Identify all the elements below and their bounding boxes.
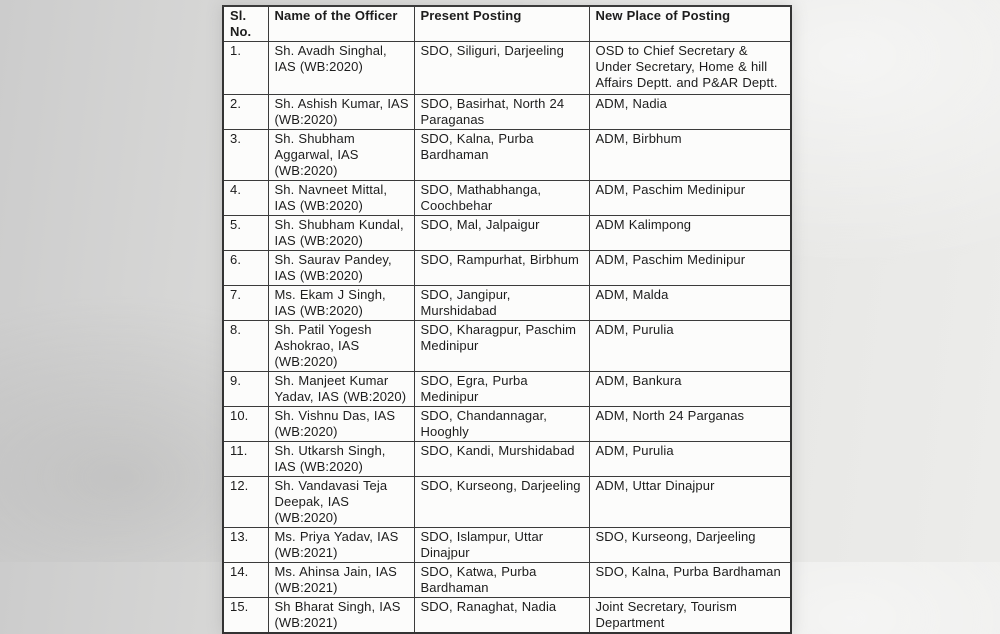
- cell-officer-name: Sh. Navneet Mittal, IAS (WB:2020): [267, 180, 415, 216]
- cell-officer-name: Sh Bharat Singh, IAS (WB:2021): [267, 597, 415, 634]
- cell-present-posting: SDO, Rampurhat, Birbhum: [413, 250, 590, 286]
- cell-serial-number: 9.: [222, 371, 269, 407]
- cell-new-place-of-posting: SDO, Kurseong, Darjeeling: [588, 527, 792, 563]
- cell-serial-number: 14.: [222, 562, 269, 598]
- cell-officer-name: Sh. Manjeet Kumar Yadav, IAS (WB:2020): [267, 371, 415, 407]
- cell-serial-number: 1.: [222, 41, 269, 95]
- table-body: 1. Sh. Avadh Singhal, IAS (WB:2020) SDO, S…: [222, 41, 792, 634]
- table-row: 7. Ms. Ekam J Singh, IAS (WB:2020) SDO, Ja…: [222, 285, 792, 321]
- scanned-table-region: Sl. No. Name of the Officer Present Postin…: [222, 5, 792, 634]
- cell-serial-number: 6.: [222, 250, 269, 286]
- cell-present-posting: SDO, Kurseong, Darjeeling: [413, 476, 590, 528]
- cell-new-place-of-posting: ADM, Purulia: [588, 320, 792, 372]
- cell-present-posting: SDO, Kandi, Murshidabad: [413, 441, 590, 477]
- cell-present-posting: SDO, Egra, Purba Medinipur: [413, 371, 590, 407]
- table-row: 13. Ms. Priya Yadav, IAS (WB:2021) SDO, Is…: [222, 527, 792, 563]
- cell-officer-name: Sh. Saurav Pandey, IAS (WB:2020): [267, 250, 415, 286]
- table-row: 5. Sh. Shubham Kundal, IAS (WB:2020) SDO, …: [222, 215, 792, 251]
- column-header: Sl. No.: [222, 5, 269, 42]
- table-header: Sl. No. Name of the Officer Present Postin…: [222, 5, 792, 42]
- cell-present-posting: SDO, Kharagpur, Paschim Medinipur: [413, 320, 590, 372]
- table-row: 3. Sh. Shubham Aggarwal, IAS (WB:2020) SDO…: [222, 129, 792, 181]
- cell-new-place-of-posting: ADM, Birbhum: [588, 129, 792, 181]
- cell-present-posting: SDO, Katwa, Purba Bardhaman: [413, 562, 590, 598]
- table-row: 6. Sh. Saurav Pandey, IAS (WB:2020) SDO, R…: [222, 250, 792, 286]
- cell-new-place-of-posting: ADM, Paschim Medinipur: [588, 180, 792, 216]
- header-row: Sl. No. Name of the Officer Present Postin…: [222, 5, 792, 42]
- cell-serial-number: 11.: [222, 441, 269, 477]
- cell-present-posting: SDO, Chandannagar, Hooghly: [413, 406, 590, 442]
- cell-new-place-of-posting: SDO, Kalna, Purba Bardhaman: [588, 562, 792, 598]
- cell-present-posting: SDO, Ranaghat, Nadia: [413, 597, 590, 634]
- cell-officer-name: Sh. Patil Yogesh Ashokrao, IAS (WB:2020): [267, 320, 415, 372]
- cell-officer-name: Ms. Priya Yadav, IAS (WB:2021): [267, 527, 415, 563]
- cell-new-place-of-posting: ADM, Uttar Dinajpur: [588, 476, 792, 528]
- cell-serial-number: 5.: [222, 215, 269, 251]
- cell-new-place-of-posting: Joint Secretary, Tourism Department: [588, 597, 792, 634]
- cell-new-place-of-posting: ADM, Nadia: [588, 94, 792, 130]
- cell-officer-name: Sh. Utkarsh Singh, IAS (WB:2020): [267, 441, 415, 477]
- cell-new-place-of-posting: ADM, Bankura: [588, 371, 792, 407]
- postings-table: Sl. No. Name of the Officer Present Postin…: [222, 5, 792, 634]
- table-row: 9. Sh. Manjeet Kumar Yadav, IAS (WB:2020)…: [222, 371, 792, 407]
- cell-serial-number: 15.: [222, 597, 269, 634]
- cell-new-place-of-posting: ADM, Malda: [588, 285, 792, 321]
- table-row: 15. Sh Bharat Singh, IAS (WB:2021) SDO, Ra…: [222, 597, 792, 634]
- table-row: 14. Ms. Ahinsa Jain, IAS (WB:2021) SDO, Ka…: [222, 562, 792, 598]
- cell-serial-number: 10.: [222, 406, 269, 442]
- cell-present-posting: SDO, Siliguri, Darjeeling: [413, 41, 590, 95]
- cell-serial-number: 13.: [222, 527, 269, 563]
- cell-officer-name: Sh. Shubham Aggarwal, IAS (WB:2020): [267, 129, 415, 181]
- cell-present-posting: SDO, Mathabhanga, Coochbehar: [413, 180, 590, 216]
- cell-serial-number: 8.: [222, 320, 269, 372]
- table-row: 10. Sh. Vishnu Das, IAS (WB:2020) SDO, Cha…: [222, 406, 792, 442]
- cell-new-place-of-posting: OSD to Chief Secretary & Under Secretary…: [588, 41, 792, 95]
- cell-present-posting: SDO, Jangipur, Murshidabad: [413, 285, 590, 321]
- cell-serial-number: 2.: [222, 94, 269, 130]
- cell-new-place-of-posting: ADM Kalimpong: [588, 215, 792, 251]
- cell-new-place-of-posting: ADM, Purulia: [588, 441, 792, 477]
- cell-present-posting: SDO, Kalna, Purba Bardhaman: [413, 129, 590, 181]
- column-header: Present Posting: [413, 5, 590, 42]
- cell-new-place-of-posting: ADM, North 24 Parganas: [588, 406, 792, 442]
- column-header: New Place of Posting: [588, 5, 792, 42]
- cell-officer-name: Sh. Ashish Kumar, IAS (WB:2020): [267, 94, 415, 130]
- table-row: 11. Sh. Utkarsh Singh, IAS (WB:2020) SDO, …: [222, 441, 792, 477]
- table-row: 4. Sh. Navneet Mittal, IAS (WB:2020) SDO, …: [222, 180, 792, 216]
- cell-officer-name: Sh. Shubham Kundal, IAS (WB:2020): [267, 215, 415, 251]
- cell-serial-number: 4.: [222, 180, 269, 216]
- cell-officer-name: Sh. Avadh Singhal, IAS (WB:2020): [267, 41, 415, 95]
- cell-officer-name: Sh. Vandavasi Teja Deepak, IAS (WB:2020): [267, 476, 415, 528]
- cell-serial-number: 7.: [222, 285, 269, 321]
- cell-officer-name: Ms. Ekam J Singh, IAS (WB:2020): [267, 285, 415, 321]
- cell-officer-name: Sh. Vishnu Das, IAS (WB:2020): [267, 406, 415, 442]
- column-header: Name of the Officer: [267, 5, 415, 42]
- cell-present-posting: SDO, Islampur, Uttar Dinajpur: [413, 527, 590, 563]
- cell-serial-number: 3.: [222, 129, 269, 181]
- cell-present-posting: SDO, Basirhat, North 24 Paraganas: [413, 94, 590, 130]
- cell-officer-name: Ms. Ahinsa Jain, IAS (WB:2021): [267, 562, 415, 598]
- cell-present-posting: SDO, Mal, Jalpaigur: [413, 215, 590, 251]
- cell-new-place-of-posting: ADM, Paschim Medinipur: [588, 250, 792, 286]
- table-row: 1. Sh. Avadh Singhal, IAS (WB:2020) SDO, S…: [222, 41, 792, 95]
- table-row: 12. Sh. Vandavasi Teja Deepak, IAS (WB:20…: [222, 476, 792, 528]
- table-row: 8. Sh. Patil Yogesh Ashokrao, IAS (WB:202…: [222, 320, 792, 372]
- cell-serial-number: 12.: [222, 476, 269, 528]
- table-row: 2. Sh. Ashish Kumar, IAS (WB:2020) SDO, Ba…: [222, 94, 792, 130]
